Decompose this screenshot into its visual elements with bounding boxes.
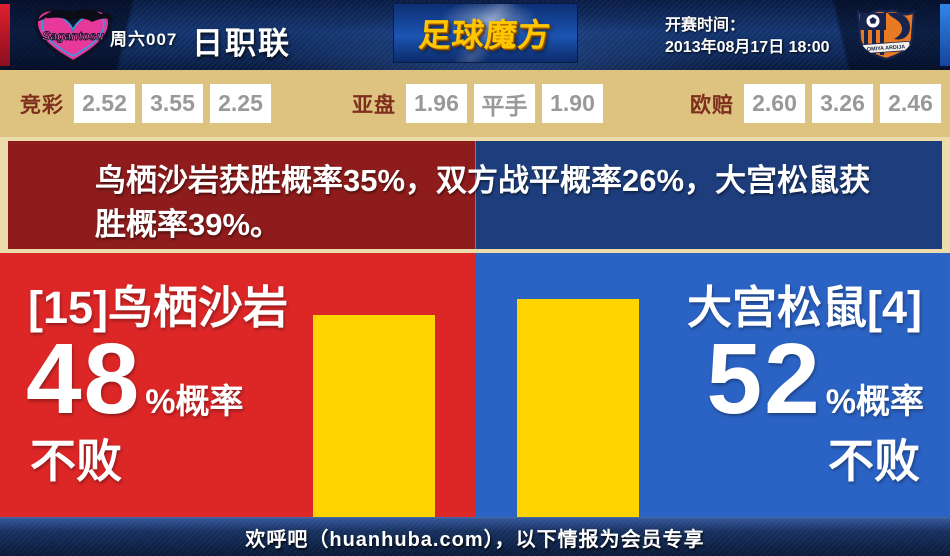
sagan-tosu-wordmark: Sagantosu [42,29,104,43]
right-blue-ribbon [940,4,950,66]
kickoff-info: 开赛时间： 2013年08月17日 18:00 [665,15,830,59]
odds-label-yapan: 亚盘 [352,93,396,117]
away-team-name: 大宫松鼠[4] [687,282,922,333]
omiya-ardija-wordmark: OMIYA ARDIJA [867,44,906,53]
footer-bar: 欢呼吧（huanhuba.com），以下情报为会员专享 [0,517,950,556]
omiya-ardija-logo-icon: OMIYA ARDIJA [852,7,920,63]
kickoff-time: 2013年08月17日 18:00 [665,39,830,56]
home-percent-value: 48 [26,323,142,435]
away-percent-suffix: %概率 [825,383,924,421]
odds-bar: 竞彩 2.52 3.55 2.25 亚盘 1.96 平手 1.90 欧赔 2.6… [0,70,950,137]
away-team-panel: 大宫松鼠[4] 52 %概率 不败 [475,253,950,517]
odds-value-box: 2.52 [74,84,135,123]
footer-text: 欢呼吧（huanhuba.com），以下情报为会员专享 [245,528,705,551]
odds-value-box: 平手 [474,84,535,123]
odds-value-box: 1.90 [542,84,603,123]
home-percent-row: 48 %概率 [26,329,243,429]
odds-group-yapan: 亚盘 1.96 平手 1.90 [352,84,603,123]
match-number: 周六007 [110,30,178,49]
away-verdict: 不败 [828,435,920,487]
odds-label-oupei: 欧赔 [690,93,734,117]
brand-logo: 足球魔方 [393,3,578,63]
away-percent-value: 52 [706,323,822,435]
prediction-text: 鸟栖沙岩获胜概率35%，双方战平概率26%，大宫松鼠获胜概率39%。 [95,163,871,242]
brand-wordmark: 足球魔方 [417,17,553,53]
league-name: 日职联 [192,26,291,61]
home-probability-bar [313,315,435,517]
header-bar: Sagantosu 周六007 日职联 足球魔方 开赛时间： 2013年08月1… [0,0,950,70]
odds-value-box: 2.60 [744,84,805,123]
odds-group-oupei: 欧赔 2.60 3.26 2.46 [690,84,941,123]
kickoff-label: 开赛时间： [665,17,746,34]
home-verdict: 不败 [30,435,122,487]
odds-value-box: 3.26 [812,84,873,123]
odds-value-box: 2.25 [210,84,271,123]
odds-group-jingcai: 竞彩 2.52 3.55 2.25 [20,84,271,123]
left-red-ribbon [0,4,10,66]
home-team-name: [15]鸟栖沙岩 [28,282,289,333]
home-team-panel: [15]鸟栖沙岩 48 %概率 不败 [0,253,475,517]
sagan-tosu-logo-icon: Sagantosu [30,5,116,65]
home-percent-suffix: %概率 [145,383,244,421]
prediction-band: 鸟栖沙岩获胜概率35%，双方战平概率26%，大宫松鼠获胜概率39%。 [0,137,950,253]
odds-value-box: 2.46 [880,84,941,123]
prediction-band-away-bg [475,141,942,249]
prediction-band-home-bg [8,141,475,249]
odds-label-jingcai: 竞彩 [20,93,64,117]
away-percent-row: 52 %概率 [707,329,924,429]
odds-value-box: 3.55 [142,84,203,123]
odds-value-box: 1.96 [406,84,467,123]
probability-panels: [15]鸟栖沙岩 48 %概率 不败 大宫松鼠[4] 52 %概率 不败 [0,253,950,517]
away-probability-bar [517,299,639,517]
